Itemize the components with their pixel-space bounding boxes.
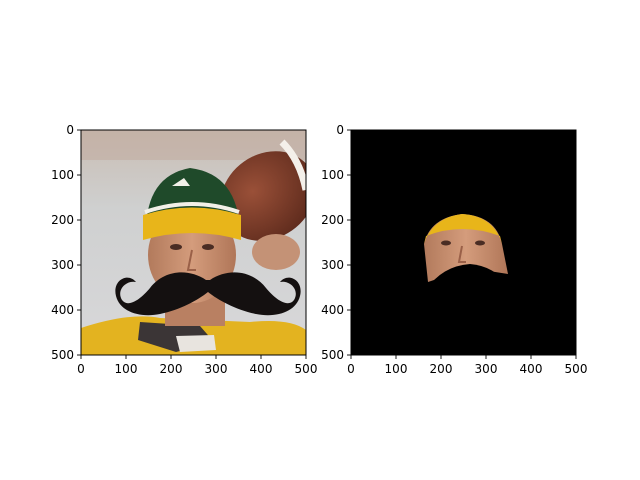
left-x-tick-label-2: 200: [160, 362, 183, 376]
left-y-tick-label-1: 100: [51, 168, 74, 182]
left-x-tick-label-3: 300: [205, 362, 228, 376]
mustache-left: [115, 272, 301, 316]
right-y-tick-label-4: 400: [321, 303, 344, 317]
right-panel: 0 100 200 300 400 500 0 100 200 300 400 500: [321, 123, 587, 376]
left-y-tick-label-5: 500: [51, 348, 74, 362]
right-x-tick-label-4: 400: [520, 362, 543, 376]
left-axes-frame: [80, 129, 307, 356]
right-x-tick-label-0: 0: [347, 362, 355, 376]
left-x-tick-label-4: 400: [250, 362, 273, 376]
right-y-tick-label-1: 100: [321, 168, 344, 182]
right-x-tick-label-5: 500: [565, 362, 588, 376]
left-panel: 0 100 200 300 400 500 0 100 200 300 400 500: [51, 123, 317, 376]
right-y-tick-label-3: 300: [321, 258, 344, 272]
right-y-tick-label-2: 200: [321, 213, 344, 227]
right-x-ticks: 0 100 200 300 400 500: [347, 355, 587, 376]
right-y-ticks: 0 100 200 300 400 500: [321, 123, 351, 362]
left-y-tick-label-2: 200: [51, 213, 74, 227]
left-y-tick-label-0: 0: [66, 123, 74, 137]
right-y-tick-label-5: 500: [321, 348, 344, 362]
left-x-tick-label-0: 0: [77, 362, 85, 376]
right-photo: [351, 130, 576, 355]
football: [220, 151, 306, 241]
left-x-tick-label-1: 100: [115, 362, 138, 376]
left-y-ticks: 0 100 200 300 400 500: [51, 123, 81, 362]
right-x-tick-label-2: 200: [430, 362, 453, 376]
right-y-tick-label-0: 0: [336, 123, 344, 137]
right-x-tick-label-1: 100: [385, 362, 408, 376]
right-x-tick-label-3: 300: [475, 362, 498, 376]
left-x-ticks: 0 100 200 300 400 500: [77, 355, 317, 376]
left-photo: [81, 130, 306, 355]
left-y-tick-label-3: 300: [51, 258, 74, 272]
left-y-tick-label-4: 400: [51, 303, 74, 317]
right-axes-frame: [350, 129, 577, 356]
left-x-tick-label-5: 500: [295, 362, 318, 376]
